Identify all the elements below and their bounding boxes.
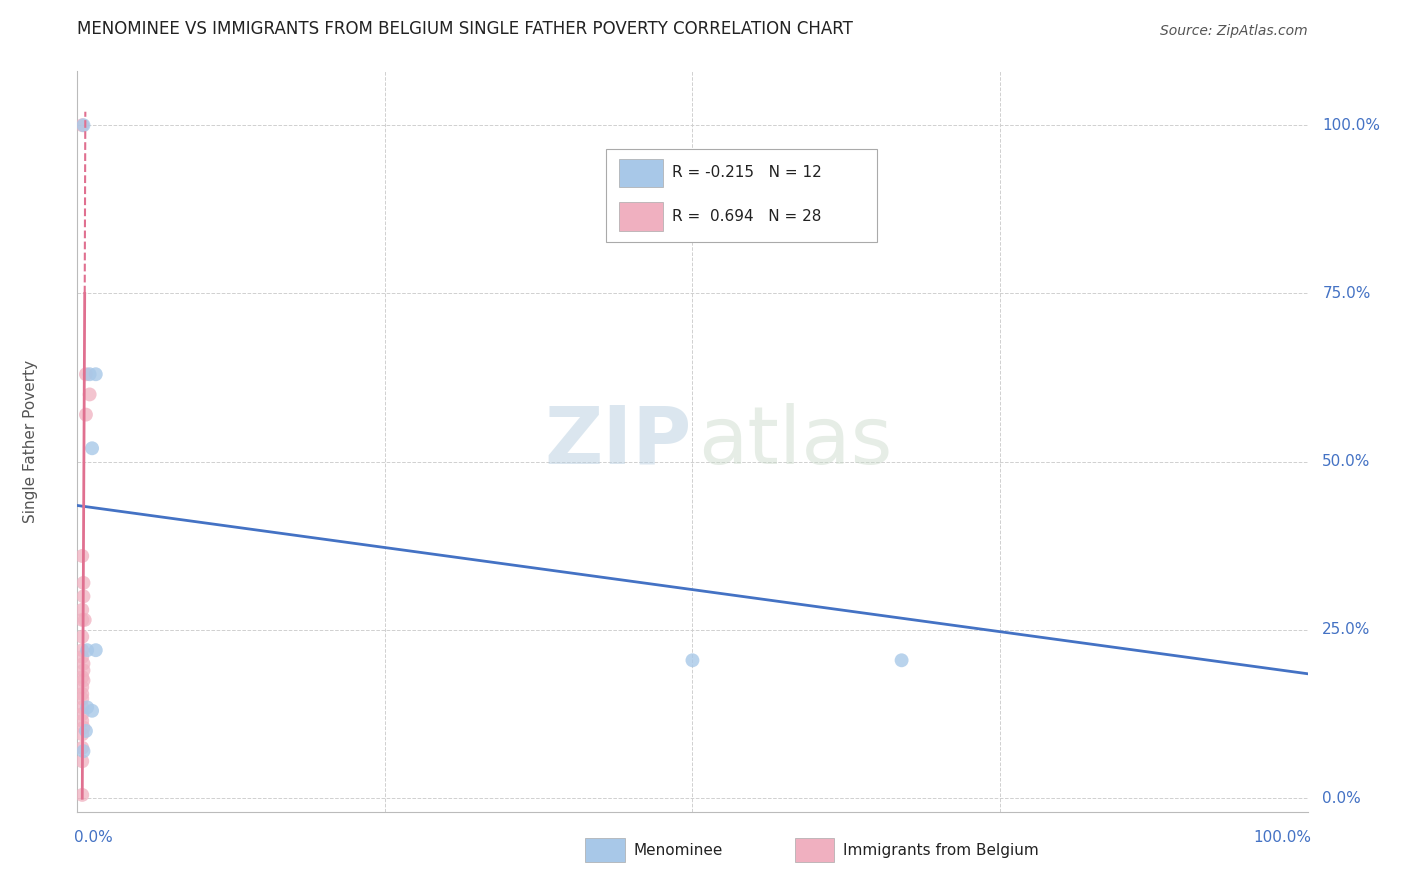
- Point: [890, 653, 912, 667]
- Point: [70, 603, 93, 617]
- Point: [70, 630, 93, 644]
- Text: Source: ZipAtlas.com: Source: ZipAtlas.com: [1160, 24, 1308, 38]
- Text: R =  0.694   N = 28: R = 0.694 N = 28: [672, 209, 821, 224]
- Text: ZIP: ZIP: [546, 402, 692, 481]
- Point: [70, 714, 93, 728]
- Point: [79, 387, 101, 401]
- FancyBboxPatch shape: [606, 149, 877, 242]
- Text: 50.0%: 50.0%: [1323, 454, 1371, 469]
- Point: [75, 408, 97, 422]
- Point: [72, 721, 94, 735]
- Point: [70, 754, 93, 768]
- Point: [682, 653, 704, 667]
- Point: [76, 700, 98, 714]
- Point: [82, 442, 104, 456]
- FancyBboxPatch shape: [619, 159, 664, 186]
- Point: [82, 704, 104, 718]
- FancyBboxPatch shape: [619, 202, 664, 230]
- Text: R = -0.215   N = 12: R = -0.215 N = 12: [672, 165, 821, 180]
- Point: [70, 613, 93, 627]
- Point: [70, 643, 93, 657]
- Point: [73, 613, 96, 627]
- Point: [72, 590, 94, 604]
- Point: [72, 118, 94, 132]
- Point: [72, 657, 94, 671]
- Text: Single Father Poverty: Single Father Poverty: [22, 360, 38, 523]
- Text: 100.0%: 100.0%: [1323, 118, 1381, 133]
- Point: [72, 744, 94, 758]
- Point: [84, 643, 107, 657]
- Point: [70, 549, 93, 563]
- Point: [75, 368, 97, 382]
- Point: [70, 649, 93, 664]
- Point: [70, 700, 93, 714]
- Text: MENOMINEE VS IMMIGRANTS FROM BELGIUM SINGLE FATHER POVERTY CORRELATION CHART: MENOMINEE VS IMMIGRANTS FROM BELGIUM SIN…: [77, 20, 853, 38]
- Text: 100.0%: 100.0%: [1253, 830, 1312, 846]
- Point: [70, 740, 93, 755]
- Text: atlas: atlas: [699, 402, 893, 481]
- Point: [70, 118, 93, 132]
- Point: [70, 707, 93, 722]
- Point: [72, 575, 94, 590]
- Point: [75, 723, 97, 738]
- Point: [70, 670, 93, 684]
- FancyBboxPatch shape: [794, 838, 834, 862]
- Point: [70, 680, 93, 694]
- Text: 0.0%: 0.0%: [73, 830, 112, 846]
- Text: 25.0%: 25.0%: [1323, 623, 1371, 638]
- Point: [70, 727, 93, 741]
- Text: 75.0%: 75.0%: [1323, 286, 1371, 301]
- Point: [72, 664, 94, 678]
- Point: [70, 788, 93, 802]
- Text: 0.0%: 0.0%: [1323, 791, 1361, 805]
- FancyBboxPatch shape: [585, 838, 624, 862]
- Point: [79, 368, 101, 382]
- Point: [72, 673, 94, 688]
- Point: [70, 687, 93, 701]
- Point: [84, 368, 107, 382]
- Point: [70, 691, 93, 706]
- Text: Menominee: Menominee: [634, 843, 723, 858]
- Text: Immigrants from Belgium: Immigrants from Belgium: [842, 843, 1038, 858]
- Point: [76, 643, 98, 657]
